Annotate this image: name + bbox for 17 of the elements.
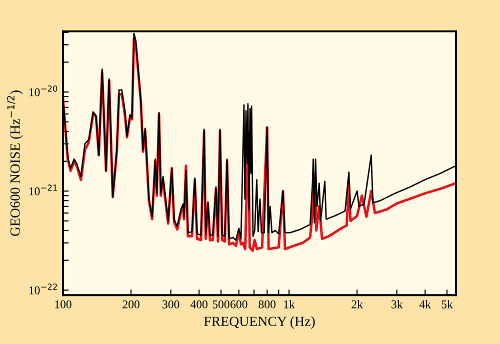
x-tick-label: 4k [419,300,431,308]
x-tick-label: 300 [162,300,180,308]
x-tick-label: 5k [442,300,453,308]
x-tick-label: 3k [392,300,403,308]
y-axis-title: GEO600 NOISE (Hz$^{−1/2}$) [7,90,23,236]
y-tick-label: 10$^{−21}$ [29,184,57,196]
x-tick-label: 1k [284,300,295,308]
y-tick-label: 10$^{−20}$ [29,85,58,96]
x-tick-label: 600 [230,300,248,308]
x-tick-label: 2k [352,300,363,308]
x-tick-label: 500 [212,300,230,308]
x-tick-label: 100 [55,300,72,308]
x-axis-title: FREQUENCY (Hz) [204,316,315,329]
x-tick-label: 800 [258,300,276,308]
x-tick-label: 200 [122,300,140,308]
x-tick-label: 400 [190,300,208,308]
y-tick-label: 10$^{−22}$ [29,284,57,294]
